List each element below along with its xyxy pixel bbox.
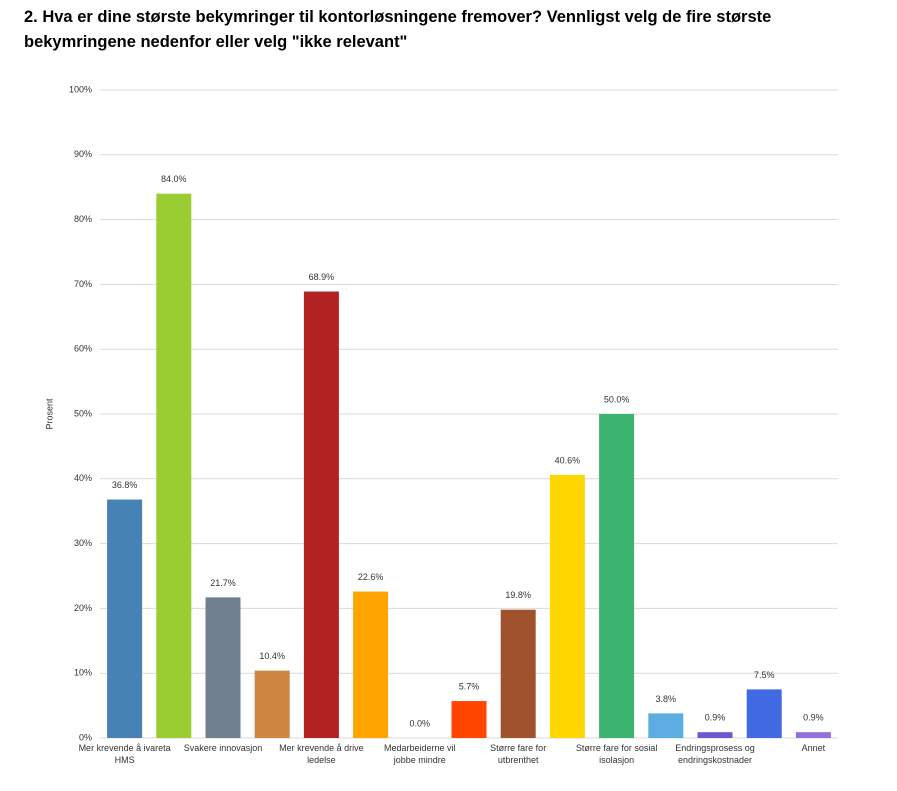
bar: [599, 414, 635, 738]
y-tick-label: 60%: [74, 344, 92, 354]
x-tick-label: Svakere innovasjon: [183, 743, 263, 753]
bar: [353, 591, 389, 738]
value-label: 50.0%: [604, 394, 630, 404]
bar: [697, 732, 733, 738]
y-tick-label: 0%: [79, 732, 92, 742]
x-tick-label: Mer krevende å ivareta HMS: [78, 743, 171, 765]
y-axis-label: Prosent: [44, 398, 54, 430]
y-tick-label: 50%: [74, 408, 92, 418]
bar: [303, 291, 339, 738]
y-tick-label: 90%: [74, 149, 92, 159]
value-label: 5.7%: [459, 681, 480, 691]
y-tick-label: 80%: [74, 214, 92, 224]
bar: [107, 499, 143, 738]
value-label: 0.9%: [803, 713, 824, 723]
bar: [156, 193, 192, 738]
value-label: 21.7%: [210, 578, 236, 588]
bar: [451, 701, 487, 738]
value-label: 0.9%: [705, 713, 726, 723]
value-label: 10.4%: [259, 651, 285, 661]
value-label: 40.6%: [555, 455, 581, 465]
y-tick-label: 40%: [74, 473, 92, 483]
x-tick-label: Endringsprosess og endringskostnader: [675, 743, 755, 765]
x-tick-label: Annet: [801, 743, 826, 753]
bar: [205, 597, 241, 738]
bar: [500, 609, 536, 738]
y-tick-label: 100%: [69, 84, 92, 94]
bar: [254, 670, 290, 738]
value-label: 7.5%: [754, 670, 775, 680]
bar: [795, 732, 831, 738]
value-label: 3.8%: [656, 694, 677, 704]
value-label: 22.6%: [358, 572, 384, 582]
y-tick-label: 70%: [74, 279, 92, 289]
y-tick-label: 10%: [74, 668, 92, 678]
x-tick-label: Større fare for utbrenthet: [490, 743, 547, 765]
bar: [648, 713, 684, 738]
value-label: 19.8%: [505, 590, 531, 600]
value-label: 84.0%: [161, 174, 187, 184]
value-label: 68.9%: [309, 272, 335, 282]
value-label: 0.0%: [410, 718, 431, 728]
x-tick-label: Medarbeiderne vil jobbe mindre: [384, 743, 456, 765]
chart-title: 2. Hva er dine største bekymringer til k…: [24, 8, 772, 51]
y-tick-label: 20%: [74, 603, 92, 613]
y-tick-label: 30%: [74, 538, 92, 548]
bar: [746, 689, 782, 738]
value-label: 36.8%: [112, 480, 138, 490]
x-tick-label: Mer krevende å drive ledelse: [279, 743, 364, 765]
bar: [549, 474, 585, 738]
x-tick-label: Større fare for sosial isolasjon: [575, 743, 658, 765]
